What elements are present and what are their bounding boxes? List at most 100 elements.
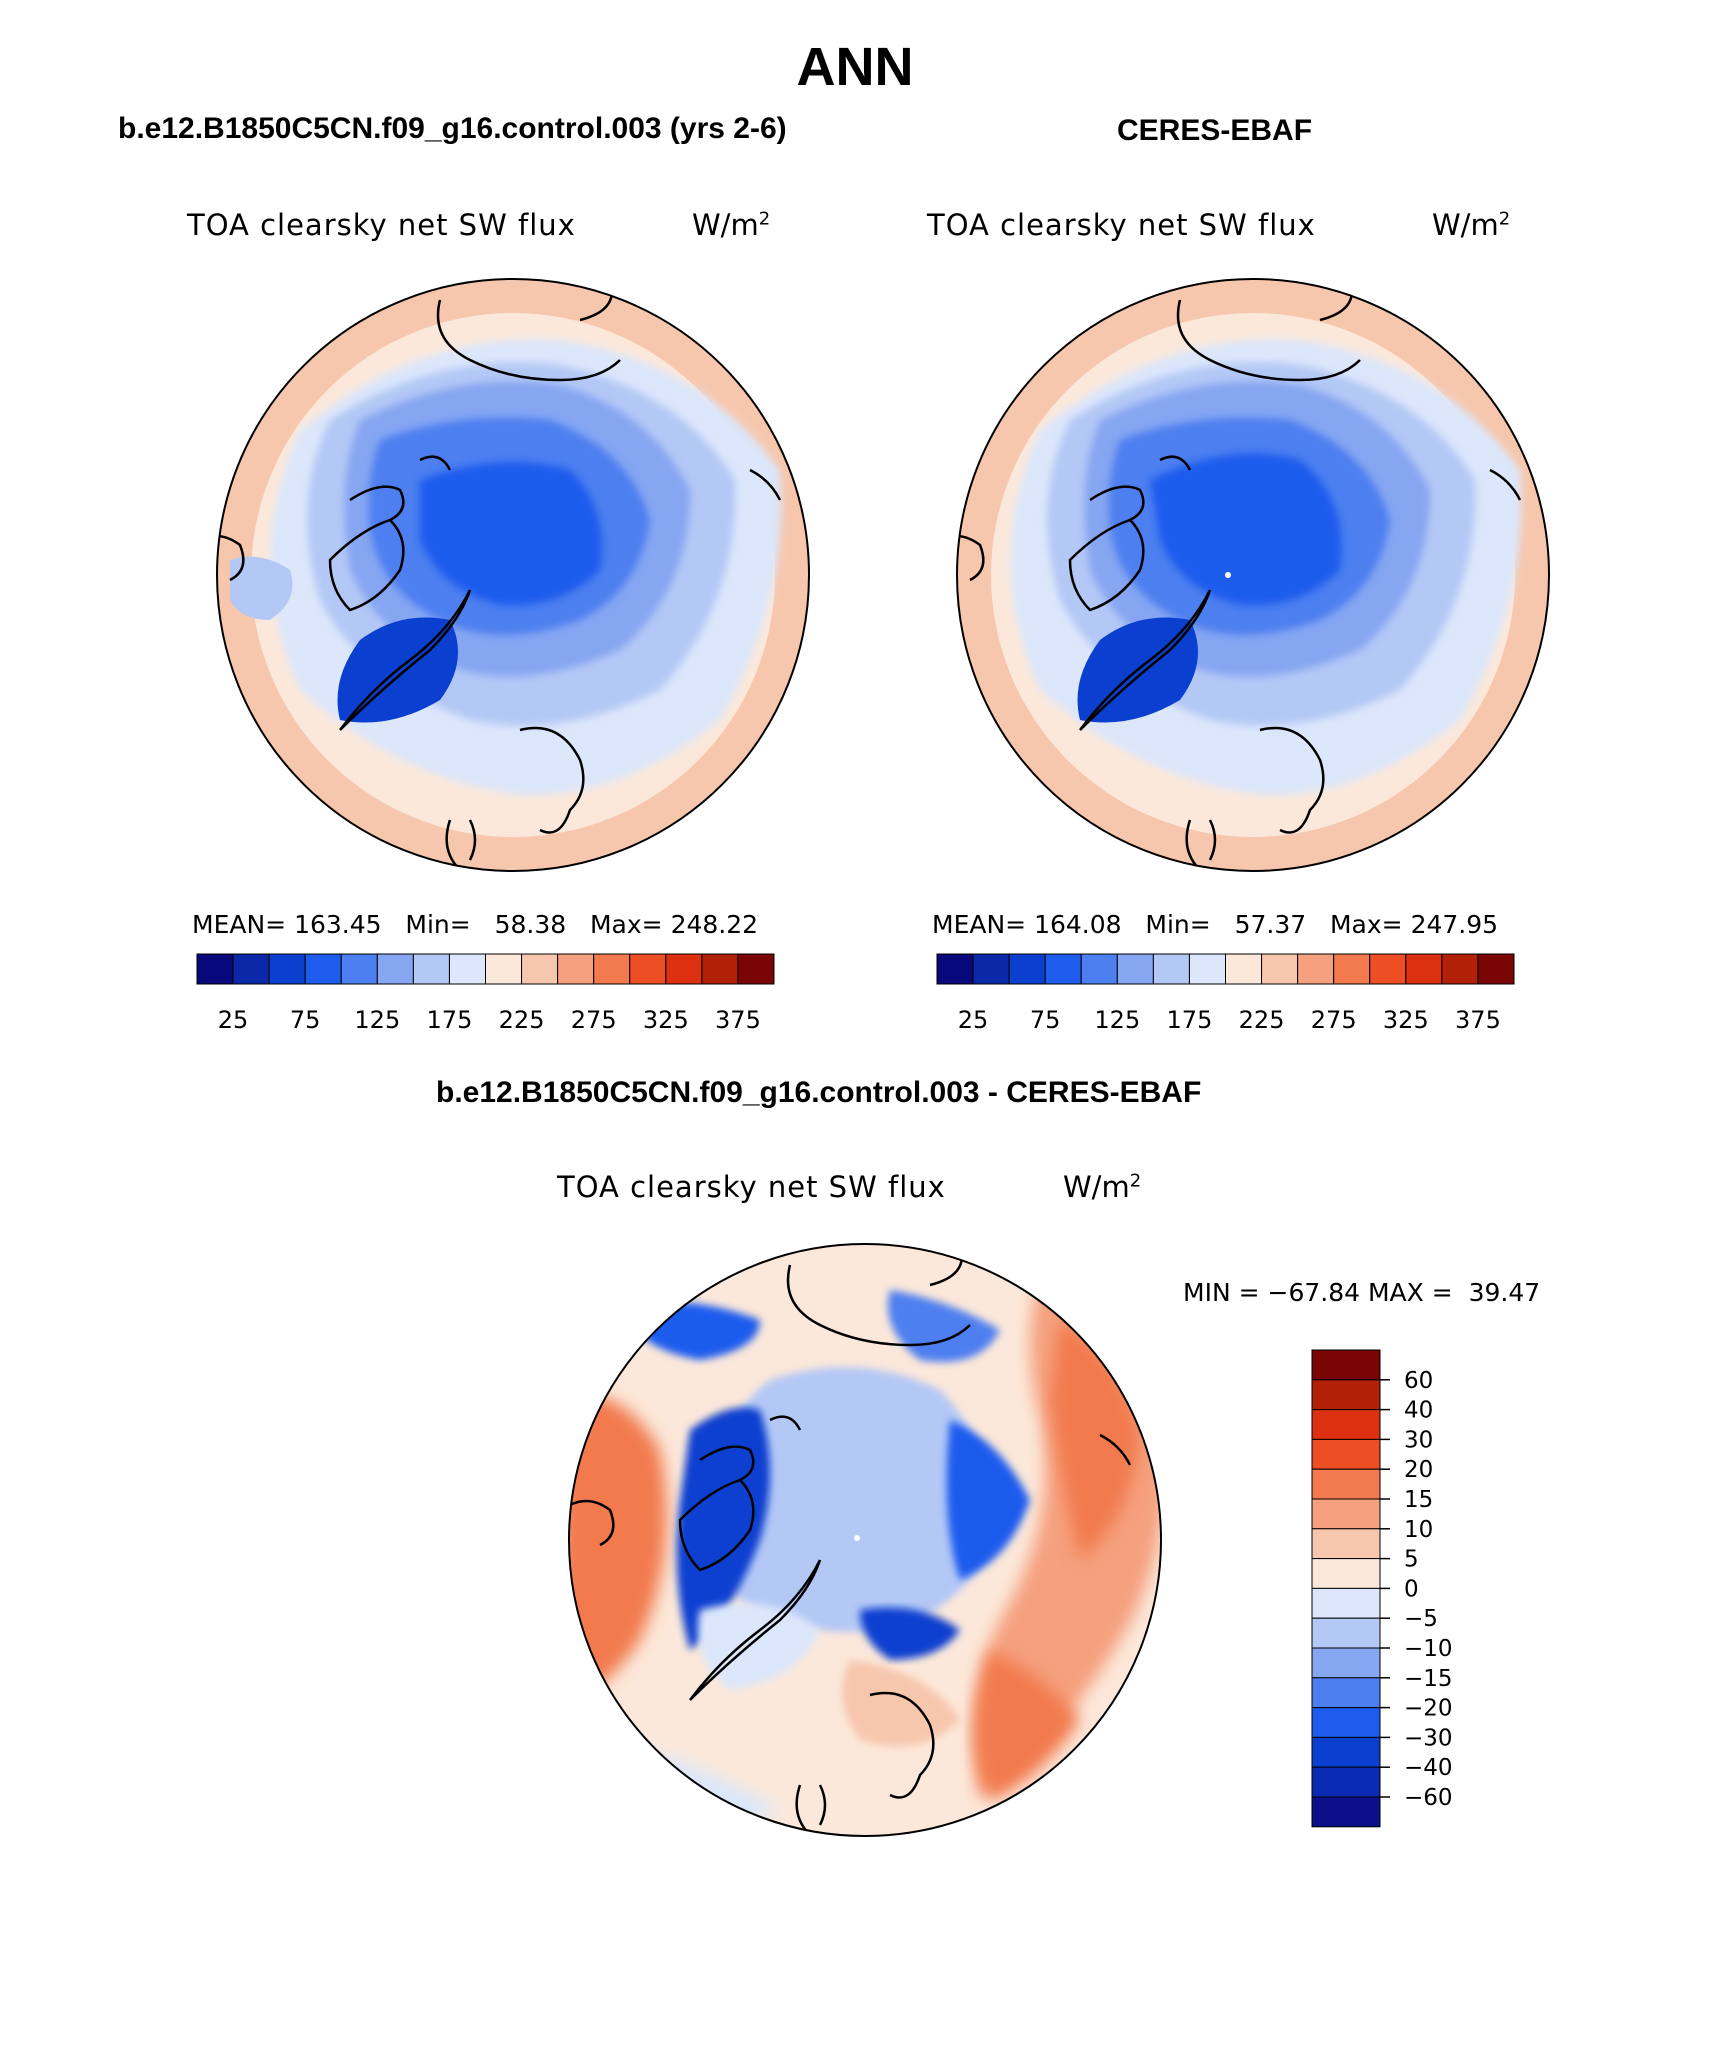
colorbar-swatch — [521, 953, 559, 985]
map-difference-border — [568, 1243, 1162, 1837]
colorbar-tick-label: 275 — [571, 1006, 617, 1034]
colorbar-tick-label: 225 — [1239, 1006, 1285, 1034]
units-text: W/m — [1432, 208, 1499, 242]
mean-value: 164.08 — [1034, 910, 1122, 939]
colorbar-swatch — [1311, 1528, 1381, 1560]
colorbar-tick-label: 175 — [1167, 1006, 1213, 1034]
colorbar-swatch — [1311, 1468, 1381, 1500]
colorbar-tick-label: 75 — [1030, 1006, 1061, 1034]
max-value: 247.95 — [1410, 910, 1499, 939]
colorbar-tick-label: 125 — [1094, 1006, 1140, 1034]
min-label: MIN = — [1183, 1278, 1260, 1307]
colorbar-swatch — [1044, 953, 1082, 985]
colorbar-swatch — [1297, 953, 1335, 985]
colorbar-swatch — [304, 953, 342, 985]
colorbar-model: 25 75 125 175 225 275 325 375 — [196, 953, 775, 1034]
colorbar-tick-label: 60 — [1404, 1368, 1433, 1394]
panel-left-variable: TOA clearsky net SW flux — [187, 208, 576, 242]
colorbar-tick-label: 75 — [290, 1006, 321, 1034]
colorbar-swatch — [1188, 953, 1226, 985]
colorbar-swatch — [485, 953, 523, 985]
colorbar-swatch — [1311, 1796, 1381, 1828]
min-value: 58.38 — [494, 910, 567, 939]
panel-right-heading: CERES-EBAF — [1117, 114, 1313, 147]
colorbar-swatch — [701, 953, 739, 985]
colorbar-swatch — [593, 953, 631, 985]
colorbar-swatch — [268, 953, 306, 985]
colorbar-swatch — [1311, 1736, 1381, 1768]
colorbar-tick-label: 125 — [354, 1006, 400, 1034]
colorbar-swatch — [972, 953, 1010, 985]
colorbar-tick-label: −5 — [1404, 1606, 1438, 1632]
colorbar-swatch — [1261, 953, 1299, 985]
map-model — [217, 279, 809, 871]
colorbar-swatch — [340, 953, 378, 985]
colorbar-tick-label: −40 — [1404, 1755, 1453, 1781]
units-exponent: 2 — [1498, 208, 1511, 230]
colorbar-tick-label: 325 — [1383, 1006, 1429, 1034]
colorbar-tick-label: −15 — [1404, 1666, 1453, 1692]
max-value: 248.22 — [670, 910, 759, 939]
map-model-border — [216, 278, 810, 872]
min-value: 57.37 — [1234, 910, 1307, 939]
colorbar-tick-label: 15 — [1404, 1487, 1433, 1513]
colorbar-swatch — [1311, 1617, 1381, 1649]
colorbar-tick-label: −30 — [1404, 1725, 1453, 1751]
colorbar-swatch — [1311, 1379, 1381, 1411]
mean-label: MEAN= — [932, 910, 1027, 939]
coastlines-model — [217, 279, 782, 871]
units-exponent: 2 — [758, 208, 771, 230]
colorbar-swatch — [1333, 953, 1371, 985]
max-value: 39.47 — [1468, 1278, 1541, 1307]
colorbar-swatch — [1311, 1677, 1381, 1709]
units-exponent: 2 — [1129, 1170, 1142, 1192]
diff-panel-units: W/m2 — [1063, 1170, 1141, 1204]
colorbar-swatch — [1311, 1647, 1381, 1679]
colorbar-swatch — [665, 953, 703, 985]
colorbar-swatch — [376, 953, 414, 985]
max-label: MAX = — [1367, 1278, 1453, 1307]
diff-panel-heading: b.e12.B1850C5CN.f09_g16.control.003 - CE… — [436, 1076, 1202, 1109]
mean-label: MEAN= — [192, 910, 287, 939]
max-label: Max= — [589, 910, 663, 939]
colorbar-tick-label: 30 — [1404, 1427, 1433, 1453]
mean-value: 163.45 — [294, 910, 382, 939]
colorbar-tick-label: 20 — [1404, 1457, 1433, 1483]
colorbar-swatch — [196, 953, 234, 985]
colorbar-swatch — [1311, 1707, 1381, 1738]
colorbar-tick-label: 325 — [643, 1006, 689, 1034]
colorbar-swatch — [1311, 1409, 1381, 1440]
colorbar-tick-label: 375 — [715, 1006, 761, 1034]
units-text: W/m — [692, 208, 759, 242]
colorbar-tick-label: −60 — [1404, 1785, 1453, 1811]
colorbar-swatch — [1080, 953, 1118, 985]
map-difference — [569, 1244, 1161, 1836]
colorbar-swatch — [448, 953, 486, 985]
panel-right-variable: TOA clearsky net SW flux — [927, 208, 1316, 242]
map-ceres — [957, 279, 1549, 871]
colorbar-tick-label: 225 — [499, 1006, 545, 1034]
colorbar-ceres: 25 75 125 175 225 275 325 375 — [936, 953, 1515, 1034]
panel-left-heading: b.e12.B1850C5CN.f09_g16.control.003 (yrs… — [118, 112, 787, 145]
colorbar-swatch — [1008, 953, 1046, 985]
diff-minmax: MIN = −67.84 MAX = 39.47 — [1183, 1278, 1540, 1307]
colorbar-tick-label: 175 — [427, 1006, 473, 1034]
colorbar-tick-label: 25 — [958, 1006, 989, 1034]
colorbar-tick-label: 5 — [1404, 1547, 1419, 1573]
map-ceres-border — [956, 278, 1550, 872]
colorbar-swatch — [412, 953, 450, 985]
colorbar-tick-label: −10 — [1404, 1636, 1453, 1662]
colorbar-swatch — [1311, 1558, 1381, 1589]
min-label: Min= — [405, 910, 471, 939]
colorbar-swatch — [1405, 953, 1443, 985]
colorbar-tick-label: 0 — [1404, 1576, 1419, 1602]
colorbar-swatch — [1441, 953, 1479, 985]
colorbar-swatch — [1116, 953, 1154, 985]
colorbar-swatch — [1311, 1349, 1381, 1381]
colorbar-swatch — [1225, 953, 1263, 985]
colorbar-swatch — [1311, 1587, 1381, 1619]
colorbar-swatch — [1477, 953, 1515, 985]
page-title: ANN — [796, 37, 914, 97]
panel-left-units: W/m2 — [692, 208, 770, 242]
